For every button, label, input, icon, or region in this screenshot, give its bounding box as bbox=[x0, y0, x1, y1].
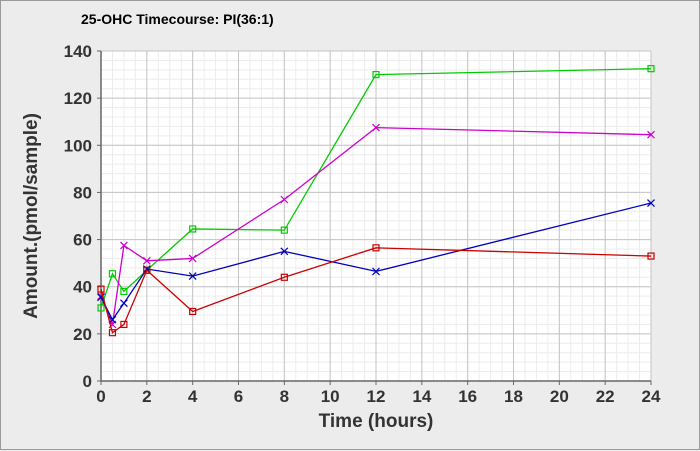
data-point bbox=[143, 266, 151, 274]
x-tick-label: 6 bbox=[234, 387, 243, 406]
y-tick-label: 0 bbox=[83, 372, 92, 391]
data-point bbox=[372, 123, 380, 132]
y-tick-label: 20 bbox=[73, 325, 92, 344]
data-point bbox=[97, 285, 105, 293]
y-tick-label: 80 bbox=[73, 183, 92, 202]
data-point bbox=[120, 320, 128, 329]
data-point bbox=[120, 287, 128, 296]
data-point bbox=[372, 244, 380, 252]
data-point bbox=[647, 199, 655, 207]
data-point bbox=[119, 241, 128, 250]
data-point bbox=[189, 307, 197, 316]
y-tick-label: 100 bbox=[64, 136, 92, 155]
x-tick-label: 14 bbox=[412, 387, 431, 406]
data-point bbox=[647, 130, 655, 139]
data-point bbox=[280, 195, 289, 204]
x-tick-label: 20 bbox=[550, 387, 569, 406]
x-tick-label: 0 bbox=[96, 387, 105, 406]
data-point bbox=[142, 256, 151, 265]
data-point bbox=[108, 329, 117, 337]
x-tick-label: 24 bbox=[642, 387, 661, 406]
y-tick-label: 120 bbox=[64, 89, 92, 108]
y-axis-title: Amount.(pmol/sample) bbox=[21, 113, 42, 319]
data-point bbox=[189, 225, 197, 233]
data-point bbox=[280, 273, 288, 281]
y-tick-label: 140 bbox=[64, 42, 92, 61]
chart-title: 25-OHC Timecourse: PI(36:1) bbox=[81, 11, 274, 27]
data-point bbox=[372, 70, 380, 79]
data-point bbox=[280, 247, 289, 256]
x-tick-label: 8 bbox=[280, 387, 289, 406]
series-line-4 bbox=[100, 247, 652, 334]
data-point bbox=[372, 267, 380, 276]
x-tick-label: 22 bbox=[596, 387, 615, 406]
x-tick-label: 18 bbox=[504, 387, 523, 406]
data-point bbox=[188, 272, 197, 281]
x-tick-label: 16 bbox=[458, 387, 477, 406]
y-tick-label: 60 bbox=[73, 231, 92, 250]
data-point bbox=[108, 270, 117, 278]
x-tick-label: 12 bbox=[367, 387, 386, 406]
data-point bbox=[647, 252, 655, 260]
x-axis-title: Time (hours) bbox=[319, 411, 434, 432]
data-point bbox=[119, 299, 128, 308]
data-point bbox=[188, 254, 197, 263]
x-tick-label: 4 bbox=[188, 387, 198, 406]
y-tick-label: 40 bbox=[73, 278, 92, 297]
x-tick-label: 2 bbox=[142, 387, 151, 406]
data-point bbox=[280, 226, 288, 234]
data-point bbox=[97, 304, 105, 312]
series-line-2 bbox=[100, 126, 652, 327]
data-point bbox=[647, 65, 655, 73]
x-tick-label: 10 bbox=[321, 387, 340, 406]
